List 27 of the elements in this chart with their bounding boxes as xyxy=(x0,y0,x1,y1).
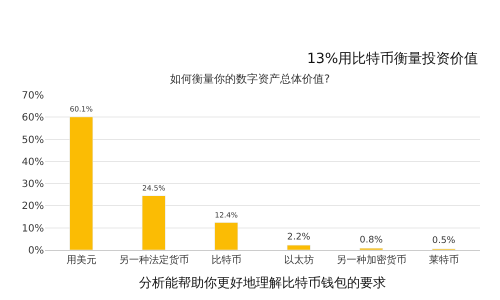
data-label: 60.1% xyxy=(70,104,93,114)
x-tick-label: 用美元 xyxy=(66,254,96,266)
x-tick-label: 比特币 xyxy=(211,254,242,266)
y-tick-label: 70% xyxy=(22,90,44,102)
y-tick-label: 60% xyxy=(22,112,44,124)
data-label: 12.4% xyxy=(214,210,238,220)
data-label: 0.8% xyxy=(360,235,384,246)
x-tick-label: 另一种加密货币 xyxy=(336,254,406,266)
y-tick-label: 40% xyxy=(22,156,44,168)
y-tick-label: 50% xyxy=(22,134,44,146)
text: 13%用比特币衡量投资价值 xyxy=(307,51,478,67)
data-label: 2.2% xyxy=(287,232,311,242)
bar xyxy=(286,244,311,250)
chart-title: 如何衡量你的数字资产总体价值? xyxy=(170,72,330,86)
y-tick-label: 10% xyxy=(22,223,44,234)
y-tick-label: 20% xyxy=(22,201,44,212)
bar xyxy=(142,196,166,250)
x-tick-label: 另一种法定货币 xyxy=(118,254,189,266)
bar xyxy=(69,116,94,250)
x-tick-label: 莱特币 xyxy=(428,254,459,266)
y-tick-label: 30% xyxy=(22,179,44,190)
y-tick-label: 0% xyxy=(28,246,44,256)
x-tick-label: 以太坊 xyxy=(284,254,314,266)
text: 分析能帮助你更好地理解比特币钱包的要求 xyxy=(139,276,386,291)
data-label: 0.5% xyxy=(432,236,456,246)
bar xyxy=(214,222,238,250)
data-label: 24.5% xyxy=(142,184,166,193)
